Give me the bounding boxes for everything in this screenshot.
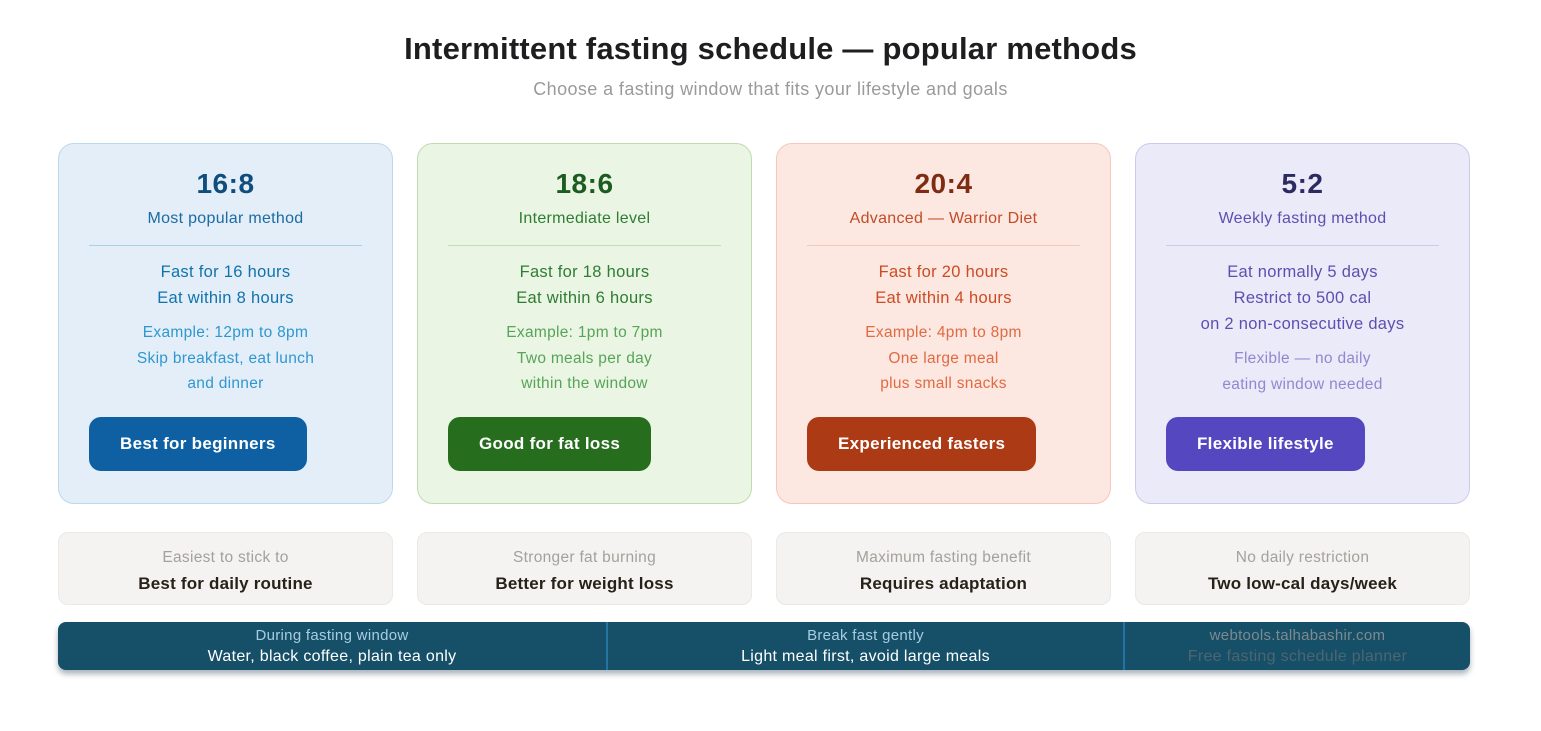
- method-tag-button[interactable]: Flexible lifestyle: [1166, 417, 1365, 471]
- summary-secondary: Stronger fat burning: [512, 549, 656, 566]
- page-title: Intermittent fasting schedule — popular …: [404, 31, 1137, 66]
- example-line: One large meal: [888, 349, 999, 367]
- example-line: eating window needed: [1222, 375, 1383, 393]
- example-line: Flexible — no daily: [1234, 350, 1371, 367]
- card-divider: [448, 245, 721, 246]
- method-ratio: 5:2: [1281, 168, 1324, 199]
- summary-primary: Requires adaptation: [859, 574, 1028, 593]
- rule-line: on 2 non-consecutive days: [1200, 315, 1405, 333]
- method-tag-button[interactable]: Experienced fasters: [807, 417, 1037, 471]
- rule-line: Eat within 6 hours: [516, 289, 653, 307]
- summary-secondary: Easiest to stick to: [162, 549, 289, 566]
- method-ratio: 20:4: [914, 168, 973, 199]
- method-tag-button[interactable]: Best for beginners: [89, 417, 307, 471]
- method-ratio: 18:6: [555, 168, 614, 199]
- method-subtitle: Most popular method: [147, 210, 304, 227]
- summary-secondary: Maximum fasting benefit: [856, 549, 1031, 566]
- example-line: and dinner: [187, 375, 264, 392]
- summary-card-20-4: Maximum fasting benefit Requires adaptat…: [776, 532, 1111, 605]
- page-subtitle: Choose a fasting window that fits your l…: [533, 79, 1008, 99]
- method-rules: Eat normally 5 days Restrict to 500 cal …: [1136, 259, 1469, 337]
- summary-primary: Best for daily routine: [138, 574, 313, 593]
- footer-heading: Break fast gently: [807, 626, 924, 644]
- card-divider: [807, 245, 1080, 246]
- example-line: within the window: [521, 375, 648, 392]
- method-rules: Fast for 18 hours Eat within 6 hours: [418, 259, 751, 311]
- method-card-16-8: 16:8 Most popular method Fast for 16 hou…: [58, 143, 393, 504]
- rule-line: Fast for 16 hours: [160, 263, 291, 281]
- method-rules: Fast for 20 hours Eat within 4 hours: [777, 259, 1110, 311]
- method-ratio: 16:8: [196, 168, 255, 199]
- summary-row: Easiest to stick to Best for daily routi…: [58, 532, 1470, 605]
- method-subtitle: Intermediate level: [518, 210, 651, 227]
- footer-section-credit: webtools.talhabashir.com Free fasting sc…: [1125, 622, 1470, 670]
- method-cards-row: 16:8 Most popular method Fast for 16 hou…: [58, 143, 1470, 504]
- example-line: Example: 4pm to 8pm: [865, 324, 1022, 341]
- summary-card-16-8: Easiest to stick to Best for daily routi…: [58, 532, 393, 605]
- rule-line: Restrict to 500 cal: [1233, 289, 1372, 307]
- example-line: Example: 12pm to 8pm: [142, 324, 309, 341]
- content-area: 16:8 Most popular method Fast for 16 hou…: [58, 143, 1470, 670]
- method-card-20-4: 20:4 Advanced — Warrior Diet Fast for 20…: [776, 143, 1111, 504]
- example-line: Example: 1pm to 7pm: [506, 324, 663, 341]
- method-subtitle: Weekly fasting method: [1218, 210, 1387, 227]
- rule-line: Eat within 4 hours: [875, 289, 1012, 307]
- footer-site-url: webtools.talhabashir.com: [1209, 626, 1386, 644]
- method-example: Example: 12pm to 8pm Skip breakfast, eat…: [59, 320, 392, 397]
- summary-primary: Better for weight loss: [495, 574, 674, 593]
- example-line: plus small snacks: [880, 375, 1007, 392]
- rule-line: Eat within 8 hours: [157, 289, 294, 307]
- summary-primary: Two low-cal days/week: [1207, 574, 1398, 593]
- rule-line: Eat normally 5 days: [1227, 263, 1378, 281]
- footer-section-fasting-window: During fasting window Water, black coffe…: [58, 622, 608, 670]
- method-example: Example: 1pm to 7pm Two meals per day wi…: [418, 320, 751, 397]
- method-example: Flexible — no daily eating window needed: [1136, 346, 1469, 397]
- example-line: Two meals per day: [516, 349, 653, 367]
- method-card-5-2: 5:2 Weekly fasting method Eat normally 5…: [1135, 143, 1470, 504]
- example-line: Skip breakfast, eat lunch: [136, 349, 315, 367]
- page-header: Intermittent fasting schedule — popular …: [0, 30, 1541, 101]
- summary-card-5-2: No daily restriction Two low-cal days/we…: [1135, 532, 1470, 605]
- footer-heading: During fasting window: [255, 626, 409, 644]
- method-subtitle: Advanced — Warrior Diet: [849, 210, 1038, 227]
- card-divider: [89, 245, 362, 246]
- footer-bar: During fasting window Water, black coffe…: [58, 622, 1470, 670]
- card-divider: [1166, 245, 1439, 246]
- summary-card-18-6: Stronger fat burning Better for weight l…: [417, 532, 752, 605]
- method-tag-button[interactable]: Good for fat loss: [448, 417, 652, 471]
- method-rules: Fast for 16 hours Eat within 8 hours: [59, 259, 392, 311]
- footer-section-break-fast: Break fast gently Light meal first, avoi…: [608, 622, 1125, 670]
- rule-line: Fast for 18 hours: [519, 263, 650, 281]
- method-card-18-6: 18:6 Intermediate level Fast for 18 hour…: [417, 143, 752, 504]
- footer-detail: Light meal first, avoid large meals: [741, 647, 990, 665]
- footer-tagline: Free fasting schedule planner: [1187, 647, 1408, 665]
- rule-line: Fast for 20 hours: [878, 263, 1009, 281]
- summary-secondary: No daily restriction: [1235, 549, 1370, 566]
- footer-detail: Water, black coffee, plain tea only: [207, 647, 457, 665]
- method-example: Example: 4pm to 8pm One large meal plus …: [777, 320, 1110, 397]
